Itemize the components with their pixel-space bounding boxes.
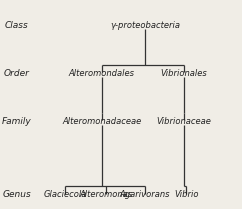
Text: Agarivorans: Agarivorans <box>120 190 170 199</box>
Text: Order: Order <box>4 69 30 78</box>
Text: Vibrionales: Vibrionales <box>160 69 207 78</box>
Text: Genus: Genus <box>3 190 31 199</box>
Text: γ-proteobacteria: γ-proteobacteria <box>110 20 180 30</box>
Text: Alteromonadaceae: Alteromonadaceae <box>62 117 141 126</box>
Text: Class: Class <box>5 20 29 30</box>
Text: Vibrio: Vibrio <box>174 190 199 199</box>
Text: Family: Family <box>2 117 32 126</box>
Text: Alteromonas: Alteromonas <box>80 190 133 199</box>
Text: Vibrionaceae: Vibrionaceae <box>157 117 211 126</box>
Text: Alteromondales: Alteromondales <box>69 69 135 78</box>
Text: Glaciecola: Glaciecola <box>44 190 87 199</box>
